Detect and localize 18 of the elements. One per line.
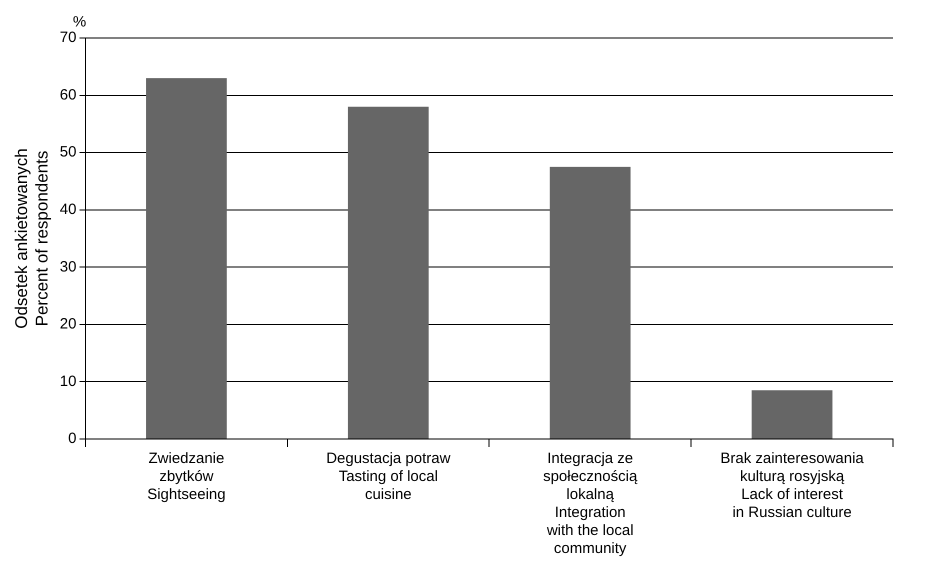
x-tick-label: Zwiedzanie zbytków Sightseeing: [147, 450, 226, 504]
bar: [146, 78, 227, 438]
x-tick-label: Integracja ze społecznością lokalną Integration with the local community: [543, 450, 638, 558]
bar: [348, 106, 429, 438]
x-tick-label: Degustacja potraw Tasting of local cuisine: [326, 450, 451, 504]
text: %: [72, 14, 86, 31]
y-tick-label: 20: [60, 316, 76, 333]
bar: [550, 166, 631, 438]
bar: [752, 390, 832, 438]
y-tick-label: 0: [68, 430, 76, 448]
y-tick-label: 70: [60, 29, 76, 46]
y-tick-label: 40: [60, 201, 76, 218]
y-tick-label: 60: [60, 86, 76, 104]
y-tick-label: 10: [60, 372, 76, 390]
y-tick-label: 30: [60, 258, 76, 276]
y-tick-label: 50: [60, 144, 76, 161]
x-tick-label: Brak zainteresowania kulturą rosyjską Lack of interest in Russian culture: [720, 450, 864, 522]
y-axis-title: Odsetek ankietowanych Percent of respondents: [12, 148, 52, 329]
